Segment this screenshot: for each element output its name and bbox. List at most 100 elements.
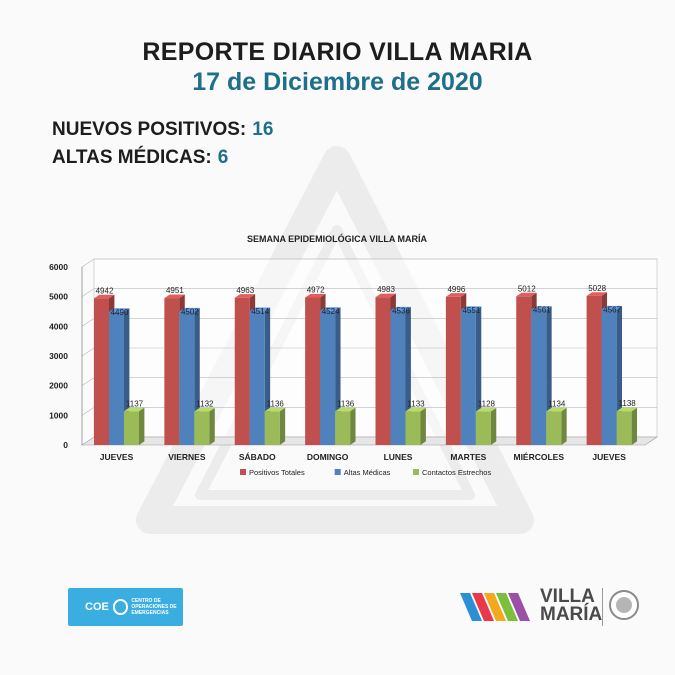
villa-maria-logo-text: VILLA MARÍA [540, 586, 603, 625]
bar-top [445, 293, 467, 297]
bar [264, 411, 280, 445]
gridline-side [81, 407, 95, 416]
coe-logo: COE Centro de Operaciones de Emergencias [68, 588, 183, 626]
bar-side [350, 407, 356, 445]
bar-side [490, 407, 497, 445]
bar [546, 411, 562, 445]
gridline-side [81, 258, 95, 268]
data-label: 4536 [392, 306, 410, 315]
bar [516, 296, 532, 445]
x-tick-label: LUNES [384, 452, 413, 462]
coe-circle-icon [112, 599, 129, 615]
bar-top [320, 307, 341, 311]
y-tick-label: 0 [63, 440, 68, 450]
gridline-side [81, 436, 95, 446]
data-label: 4551 [462, 306, 480, 315]
y-tick-label: 2000 [49, 381, 68, 391]
municipal-seal-icon [609, 590, 639, 620]
x-tick-label: JUEVES [592, 452, 626, 462]
city-name-line2: MARÍA [540, 604, 603, 625]
gridline-side [81, 377, 95, 386]
bar [194, 411, 210, 445]
bar-side [420, 407, 426, 445]
data-label: 4983 [377, 285, 395, 294]
bar-top [405, 407, 426, 412]
bar [305, 297, 321, 445]
discharges-value: 6 [217, 147, 229, 168]
data-label: 5012 [518, 284, 536, 293]
bar-top [164, 294, 185, 299]
bar [234, 297, 250, 445]
bar-top [375, 293, 396, 298]
data-label: 4972 [307, 285, 325, 294]
x-tick-label: MARTES [450, 452, 486, 462]
bar-top [475, 407, 497, 412]
bar [335, 411, 351, 445]
bar [320, 310, 336, 445]
bar-top [264, 407, 286, 412]
gridline-side [81, 288, 95, 297]
legend-swatch [240, 469, 246, 475]
bar-top [516, 292, 537, 297]
bar [531, 309, 547, 445]
x-tick-label: MIÉRCOLES [513, 452, 564, 462]
logo-divider [602, 588, 603, 626]
y-tick-label: 6000 [49, 262, 68, 272]
legend-label: Contactos Estrechos [422, 468, 491, 477]
data-label: 1138 [619, 399, 637, 408]
discharges-label: ALTAS MÉDICAS: [52, 147, 212, 168]
data-label: 4514 [251, 307, 269, 316]
legend-swatch [334, 469, 341, 475]
y-tick-label: 5000 [49, 292, 68, 302]
data-label: 4567 [603, 306, 621, 315]
weekly-bar-chart: SEMANA EPIDEMIOLÓGICA VILLA MARÍA 0 1000 20… [49, 233, 658, 477]
bar [164, 298, 180, 445]
bar-top [179, 307, 200, 312]
bar [586, 295, 602, 445]
data-label: 4561 [533, 306, 551, 315]
data-label: 1136 [267, 399, 285, 408]
discharges-stat: ALTAS MÉDICAS: 6 [52, 147, 228, 169]
x-tick-label: VIERNES [168, 452, 206, 462]
bar-top [194, 407, 215, 412]
bar-top [601, 305, 623, 310]
x-tick-label: JUEVES [100, 452, 134, 462]
villa-maria-stripes-icon [460, 593, 530, 621]
bar-top [335, 407, 356, 412]
new-positives-stat: NUEVOS POSITIVOS: 16 [52, 119, 273, 141]
legend-label: Altas Médicas [344, 468, 391, 477]
chart-title: SEMANA EPIDEMIOLÓGICA VILLA MARÍA [247, 233, 428, 244]
bar-side [139, 407, 145, 445]
bar-side [209, 407, 215, 445]
coe-logo-subtitle: Centro de Operaciones de Emergencias [131, 598, 177, 616]
bar-top [616, 407, 638, 412]
bar-top [109, 308, 130, 312]
y-tick-label: 4000 [49, 321, 68, 331]
data-label: 5028 [588, 284, 606, 293]
data-label: 1132 [196, 399, 214, 408]
bar-top [586, 292, 608, 296]
bar [445, 296, 461, 445]
bar-top [94, 294, 115, 299]
bar [405, 411, 421, 445]
data-label: 1133 [407, 399, 425, 408]
bar [94, 298, 109, 445]
x-tick-label: DOMINGO [307, 452, 349, 462]
report-date: 17 de Diciembre de 2020 [192, 68, 483, 96]
legend-label: Positivos Totales [249, 468, 305, 477]
y-tick-label: 3000 [49, 351, 68, 361]
data-label: 1136 [337, 399, 355, 408]
data-label: 4951 [166, 286, 184, 295]
data-label: 4490 [111, 308, 129, 317]
report-title: REPORTE DIARIO VILLA MARIA [142, 38, 533, 66]
bar [109, 311, 124, 445]
y-tick-label: 1000 [49, 410, 68, 420]
data-label: 4963 [236, 286, 254, 295]
bar [601, 309, 617, 445]
city-name-line1: VILLA [540, 586, 595, 607]
bar-top [249, 307, 271, 312]
bar [475, 411, 491, 445]
data-label: 1137 [126, 399, 144, 408]
data-label: 1128 [478, 400, 496, 409]
gridline-side [81, 347, 95, 357]
